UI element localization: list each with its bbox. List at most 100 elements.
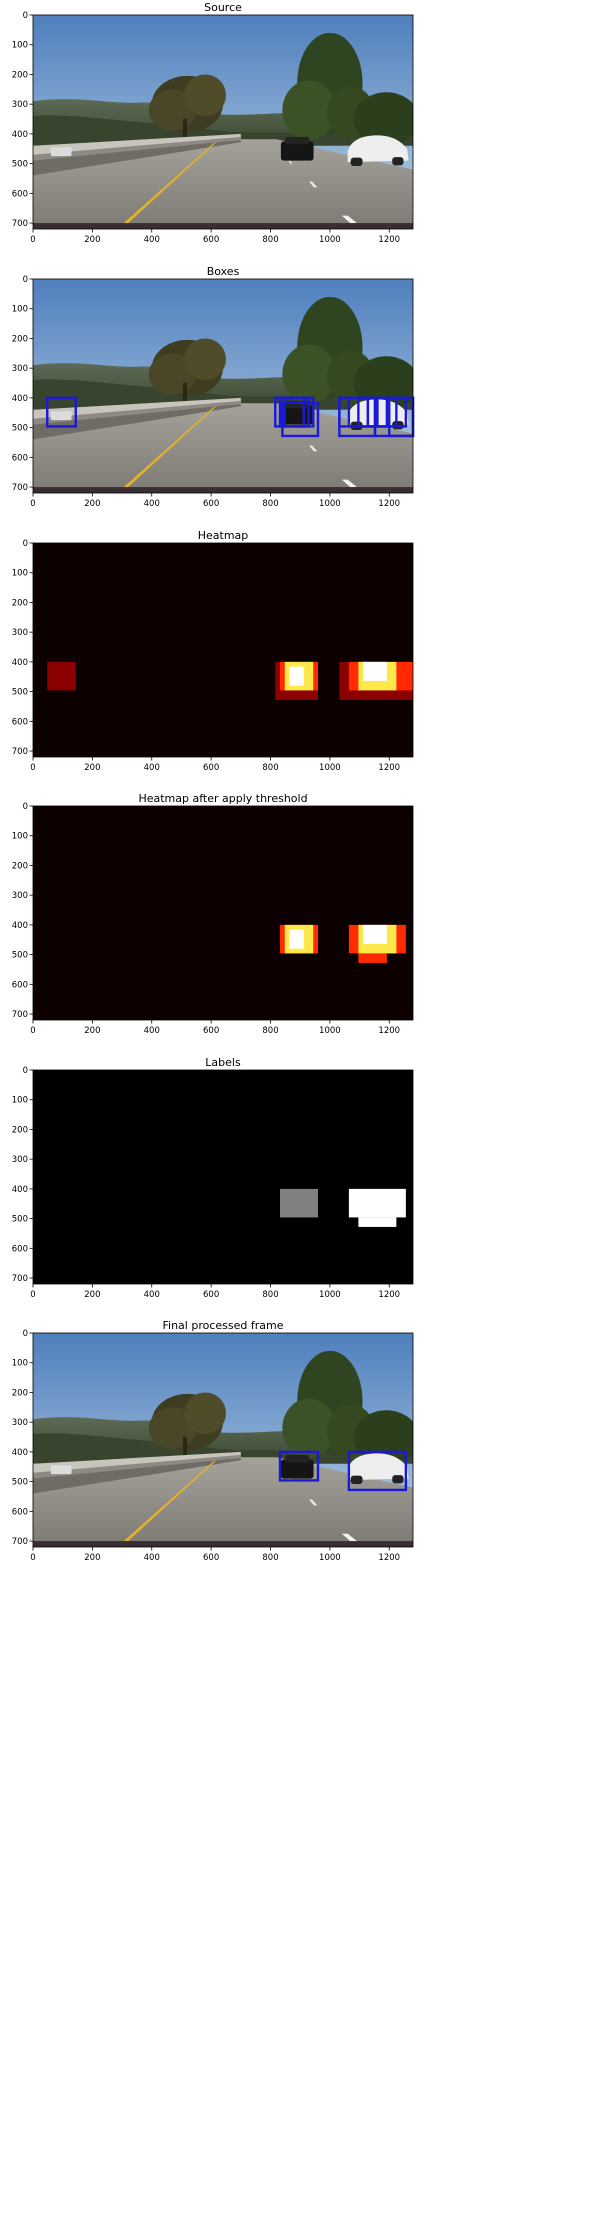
- x-tick-label: 800: [262, 1553, 278, 1563]
- x-tick-label: 800: [262, 499, 278, 509]
- x-tick-label: 600: [203, 235, 219, 245]
- x-tick-label: 0: [30, 499, 35, 509]
- y-tick-label: 200: [12, 598, 28, 608]
- x-tick-label: 200: [84, 1026, 100, 1036]
- x-tick-label: 1200: [378, 235, 400, 245]
- detection-box: [281, 401, 320, 438]
- y-tick-label: 400: [12, 921, 28, 931]
- y-tick-label: 100: [12, 1359, 28, 1369]
- axes-frame: [32, 1332, 414, 1548]
- y-tick-label: 700: [12, 219, 28, 229]
- y-tick-label: 700: [12, 1537, 28, 1547]
- y-tick-label: 0: [23, 1066, 28, 1076]
- heatmap-background: [33, 806, 413, 1020]
- y-tick-label: 500: [12, 688, 28, 698]
- y-tick-label: 700: [12, 483, 28, 493]
- detection-box: [46, 396, 77, 428]
- x-tick-label: 600: [203, 1290, 219, 1300]
- heat-cell: [47, 661, 76, 691]
- x-tick-label: 1200: [378, 499, 400, 509]
- y-tick-label: 700: [12, 747, 28, 757]
- panel-title: Boxes: [207, 265, 240, 278]
- y-tick-label: 200: [12, 1388, 28, 1398]
- x-tick-label: 200: [84, 1290, 100, 1300]
- x-tick-label: 0: [30, 763, 35, 773]
- x-tick-label: 400: [144, 499, 160, 509]
- y-tick-label: 300: [12, 628, 28, 638]
- x-tick-label: 1000: [319, 1026, 341, 1036]
- axes-frame: [32, 1069, 414, 1285]
- x-tick-label: 0: [30, 1553, 35, 1563]
- x-tick-label: 200: [84, 1553, 100, 1563]
- heat-cell: [363, 661, 387, 681]
- detection-box: [283, 396, 315, 428]
- y-tick-label: 100: [12, 41, 28, 51]
- road-scene-image: [33, 279, 419, 493]
- y-tick-label: 100: [12, 1096, 28, 1106]
- y-tick-label: 600: [12, 189, 28, 199]
- x-tick-label: 1000: [319, 499, 341, 509]
- heatmap-background: [33, 543, 413, 757]
- detection-box: [347, 1450, 408, 1492]
- y-tick-label: 300: [12, 1155, 28, 1165]
- panel-image: [33, 1070, 413, 1284]
- panel-threshold: Heatmap after apply threshold 0 200 400 600 8…: [12, 792, 414, 1036]
- road-scene-image: [33, 1333, 419, 1547]
- heat-cell: [289, 666, 304, 686]
- x-tick-label: 0: [30, 1290, 35, 1300]
- road-scene-image: [33, 15, 419, 229]
- x-tick-label: 200: [84, 235, 100, 245]
- y-tick-label: 300: [12, 100, 28, 110]
- x-tick-label: 600: [203, 1026, 219, 1036]
- y-tick-label: 200: [12, 861, 28, 871]
- y-tick-label: 100: [12, 832, 28, 842]
- x-tick-label: 600: [203, 763, 219, 773]
- x-tick-label: 0: [30, 1026, 35, 1036]
- panel-image: [33, 806, 413, 1020]
- panel-title: Labels: [205, 1056, 241, 1069]
- x-tick-label: 0: [30, 235, 35, 245]
- x-tick-label: 800: [262, 763, 278, 773]
- x-tick-label: 1200: [378, 1553, 400, 1563]
- y-tick-label: 400: [12, 130, 28, 140]
- y-tick-label: 500: [12, 1478, 28, 1488]
- x-tick-label: 800: [262, 1026, 278, 1036]
- y-tick-label: 400: [12, 658, 28, 668]
- x-tick-label: 400: [144, 763, 160, 773]
- axes-frame: [32, 14, 414, 230]
- x-tick-label: 1200: [378, 1026, 400, 1036]
- y-tick-label: 200: [12, 70, 28, 80]
- y-tick-label: 0: [23, 275, 28, 285]
- labels-background: [33, 1070, 413, 1284]
- x-tick-label: 600: [203, 1553, 219, 1563]
- y-tick-label: 700: [12, 1274, 28, 1284]
- panel-image: [33, 279, 419, 493]
- y-tick-label: 0: [23, 1329, 28, 1339]
- x-tick-label: 1200: [378, 1290, 400, 1300]
- panel-title: Heatmap: [198, 529, 249, 542]
- y-tick-label: 500: [12, 951, 28, 961]
- y-tick-label: 300: [12, 1418, 28, 1428]
- detection-box: [278, 1450, 320, 1482]
- panel-title: Heatmap after apply threshold: [138, 792, 307, 805]
- y-tick-label: 100: [12, 569, 28, 579]
- panel-title: Source: [204, 1, 242, 14]
- y-tick-label: 0: [23, 802, 28, 812]
- y-tick-label: 200: [12, 334, 28, 344]
- y-tick-label: 500: [12, 424, 28, 434]
- x-tick-label: 400: [144, 1553, 160, 1563]
- heat-cell: [289, 929, 304, 949]
- y-tick-label: 600: [12, 453, 28, 463]
- x-tick-label: 200: [84, 499, 100, 509]
- label-region-2: [348, 1188, 406, 1218]
- heat-cell: [358, 953, 387, 963]
- x-tick-label: 200: [84, 763, 100, 773]
- x-tick-label: 1200: [378, 763, 400, 773]
- x-tick-label: 1000: [319, 763, 341, 773]
- x-tick-label: 1000: [319, 1553, 341, 1563]
- axes-frame: [32, 278, 414, 494]
- x-tick-label: 400: [144, 1026, 160, 1036]
- x-tick-label: 1000: [319, 1290, 341, 1300]
- y-tick-label: 600: [12, 717, 28, 727]
